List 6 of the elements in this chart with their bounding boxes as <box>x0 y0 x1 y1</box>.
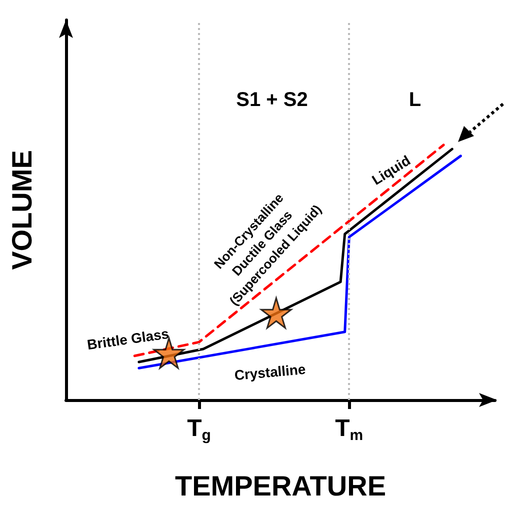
annotation: Crystalline <box>234 360 307 384</box>
text: L <box>408 89 422 111</box>
text: S1 + S2 <box>236 89 308 111</box>
annotation: Brittle Glass <box>86 325 170 353</box>
x-axis-title: TEMPERATURE <box>174 470 386 502</box>
y-axis-title: VOLUME <box>6 150 38 270</box>
